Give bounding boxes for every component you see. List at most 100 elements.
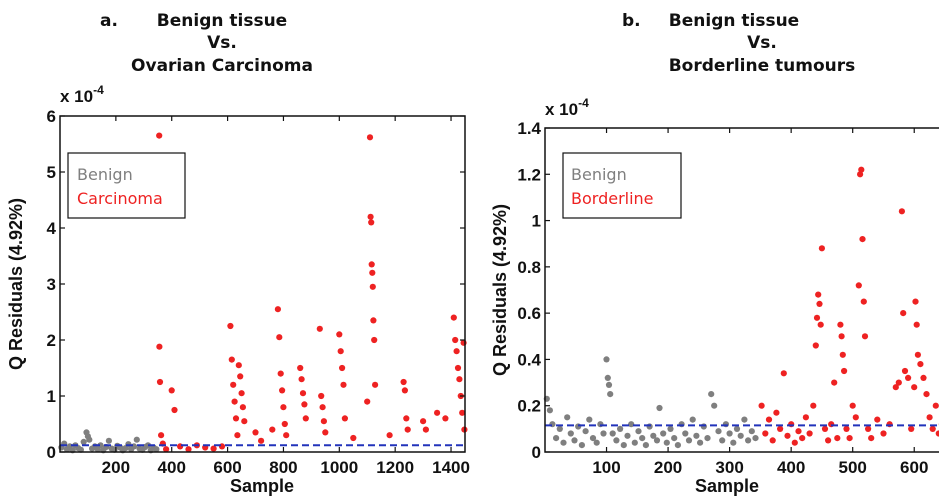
chart-b-point-borderline: [837, 321, 844, 328]
chart-a-point-carcinoma: [297, 364, 304, 372]
chart-a-title-line-3: Ovarian Carcinoma: [131, 56, 313, 76]
chart-a-point-carcinoma: [171, 406, 178, 414]
chart-a-point-carcinoma: [368, 261, 375, 268]
chart-a-point-carcinoma: [238, 390, 245, 397]
chart-b-legend-borderline: Borderline: [571, 189, 654, 208]
chart-b-point-borderline: [905, 374, 912, 381]
chart-a-point-carcinoma: [279, 387, 286, 394]
chart-b-point-borderline: [831, 379, 838, 386]
chart-a-point-carcinoma: [341, 415, 348, 422]
chart-a-legend: Benign Carcinoma: [67, 152, 186, 219]
chart-b-point-borderline: [923, 391, 930, 398]
chart-b-point-benign: [578, 442, 586, 449]
chart-a-point-benign: [153, 446, 160, 453]
chart-b-legend-box: [562, 152, 682, 219]
chart-a-point-carcinoma: [185, 446, 192, 453]
chart-b-point-benign: [663, 439, 670, 446]
chart-b-point-benign: [631, 439, 638, 446]
chart-b-point-benign: [711, 402, 718, 409]
chart-a-point-carcinoma: [400, 378, 407, 386]
chart-b-point-borderline: [843, 425, 850, 432]
chart-a-xlabel: Sample: [230, 476, 294, 496]
chart-b-ytick-label: 0: [532, 443, 541, 462]
chart-a-title-line-1: Benign tissue: [157, 11, 287, 31]
chart-b-point-benign: [635, 428, 642, 435]
chart-b-point-benign: [609, 430, 616, 437]
chart-b-point-borderline: [901, 367, 909, 375]
chart-a-point-carcinoma: [277, 370, 284, 377]
chart-a-legend-box: [67, 152, 186, 219]
chart-a-ytick-label: 5: [47, 163, 56, 182]
chart-a-point-carcinoma: [218, 443, 226, 450]
chart-a-point-carcinoma: [460, 339, 467, 346]
chart-b-xlabel: Sample: [695, 476, 759, 496]
chart-b-point-benign: [730, 439, 737, 446]
chart-b-point-borderline: [865, 425, 872, 432]
chart-a-point-carcinoma: [386, 432, 393, 439]
chart-b-point-borderline: [795, 428, 802, 435]
chart-a-ticks: 200 400 600 800 1000 1200 1400 0 1 2 3 4 5 6: [47, 107, 470, 477]
chart-b-exponent-base: x 10: [545, 100, 578, 119]
chart-a-point-benign: [86, 436, 93, 443]
chart-b-point-borderline: [812, 342, 819, 349]
chart-a-point-carcinoma: [337, 348, 344, 355]
chart-b-point-borderline: [892, 384, 899, 391]
chart-b-point-borderline: [813, 314, 821, 321]
chart-b-point-borderline: [912, 298, 919, 305]
chart-b-point-benign: [604, 374, 611, 381]
chart-a-xtick-label: 600: [213, 458, 241, 477]
chart-b-point-benign: [628, 421, 635, 428]
chart-b-ytick-label: 1.2: [517, 165, 541, 184]
chart-b-point-benign: [700, 423, 707, 430]
chart-b-point-benign: [607, 391, 614, 398]
chart-b-point-benign: [600, 430, 607, 437]
chart-a-point-carcinoma: [450, 314, 457, 321]
chart-b-point-borderline: [914, 351, 922, 358]
chart-a-xtick-label: 1400: [432, 458, 470, 477]
chart-b-point-benign: [605, 381, 613, 388]
chart-b-point-benign: [689, 416, 696, 423]
chart-a-point-carcinoma: [280, 404, 287, 411]
chart-a-point-carcinoma: [369, 269, 376, 276]
chart-b-legend-benign: Benign: [571, 165, 627, 184]
chart-b-point-benign: [682, 430, 689, 437]
chart-b-point-borderline: [929, 425, 936, 432]
chart-b-point-benign: [582, 428, 589, 435]
chart-a-xtick-label: 1200: [376, 458, 414, 477]
chart-b-axes-box: [544, 127, 939, 453]
chart-a-point-carcinoma: [459, 409, 466, 416]
chart-a-point-benign: [80, 438, 87, 445]
chart-a-point-carcinoma: [319, 404, 326, 411]
chart-a-point-carcinoma: [340, 381, 347, 388]
chart-b-point-borderline: [868, 435, 875, 442]
chart-a-point-carcinoma: [316, 325, 323, 332]
chart-a-point-carcinoma: [163, 446, 170, 453]
chart-a-point-carcinoma: [318, 392, 325, 400]
chart-b-point-benign: [567, 430, 574, 437]
chart-b-point-borderline: [821, 425, 829, 432]
chart-b-point-borderline: [839, 351, 846, 358]
chart-b-point-borderline: [895, 379, 902, 386]
chart-b-point-borderline: [935, 430, 939, 437]
chart-a-legend-carcinoma: Carcinoma: [77, 189, 163, 208]
chart-b-point-borderline: [860, 298, 867, 305]
chart-a-point-carcinoma: [274, 306, 281, 313]
chart-a-exponent: x 10-4: [60, 83, 104, 106]
chart-b-point-benign: [553, 435, 560, 442]
chart-b-point-benign: [589, 435, 597, 442]
chart-b-point-borderline: [799, 435, 806, 442]
chart-a-xtick-label: 400: [158, 458, 186, 477]
chart-a-point-carcinoma: [156, 132, 163, 139]
chart-a-point-carcinoma: [454, 364, 462, 372]
chart-b-point-borderline: [917, 361, 924, 368]
chart-b-point-benign: [620, 442, 627, 449]
chart-a-point-carcinoma: [239, 404, 246, 411]
chart-b-point-borderline: [898, 208, 906, 215]
chart-b-exponent-power: -4: [578, 96, 589, 110]
chart-b-point-borderline: [861, 333, 869, 340]
chart-b-point-benign: [571, 437, 578, 444]
chart-b-xtick-label: 400: [777, 458, 805, 477]
chart-b-point-benign: [617, 425, 624, 432]
chart-b-point-benign: [642, 442, 650, 449]
